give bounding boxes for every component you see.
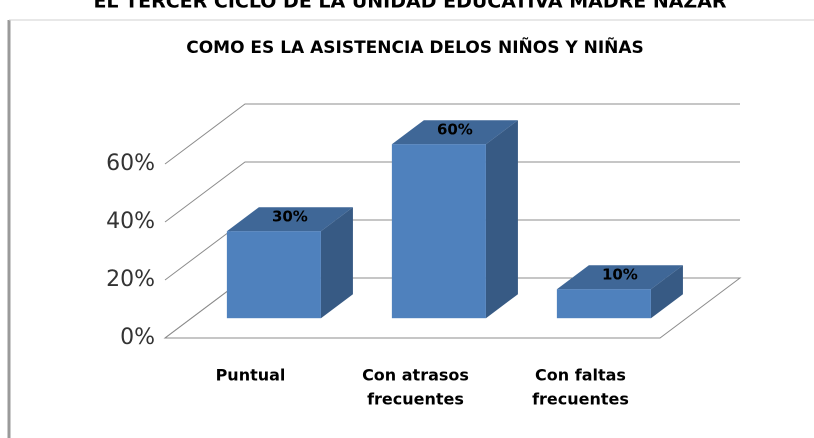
x-tick-label: frecuentes bbox=[367, 390, 464, 409]
data-label: 10% bbox=[602, 266, 638, 284]
y-tick-label: 60% bbox=[106, 151, 155, 176]
bar-top bbox=[556, 265, 683, 290]
data-label: 60% bbox=[437, 121, 473, 139]
bar-top bbox=[391, 120, 518, 145]
x-tick-label: frecuentes bbox=[532, 390, 629, 409]
bar-side bbox=[485, 120, 518, 319]
bar-front bbox=[226, 231, 321, 319]
bar-side bbox=[650, 265, 683, 319]
bar-side bbox=[320, 207, 353, 319]
grid-line bbox=[164, 161, 740, 223]
x-tick-label: Puntual bbox=[216, 366, 286, 385]
x-tick-label: Con atrasos bbox=[362, 366, 469, 385]
grid-line bbox=[164, 103, 740, 165]
x-tick-label: Con faltas bbox=[535, 366, 626, 385]
bar-front bbox=[556, 289, 651, 319]
data-label: 30% bbox=[272, 208, 308, 226]
y-tick-label: 40% bbox=[106, 209, 155, 234]
bar bbox=[391, 120, 518, 319]
bar-top bbox=[226, 207, 353, 232]
bar-front bbox=[391, 144, 486, 319]
chart-title: COMO ES LA ASISTENCIA DELOS NIÑOS Y NIÑA… bbox=[186, 35, 644, 58]
y-tick-label: 20% bbox=[106, 267, 155, 292]
y-tick-label: 0% bbox=[120, 325, 155, 350]
bar bbox=[556, 265, 683, 319]
heading: EL TERCER CICLO DE LA UNIDAD EDUCATIVA M… bbox=[93, 0, 726, 13]
bar bbox=[226, 207, 353, 319]
